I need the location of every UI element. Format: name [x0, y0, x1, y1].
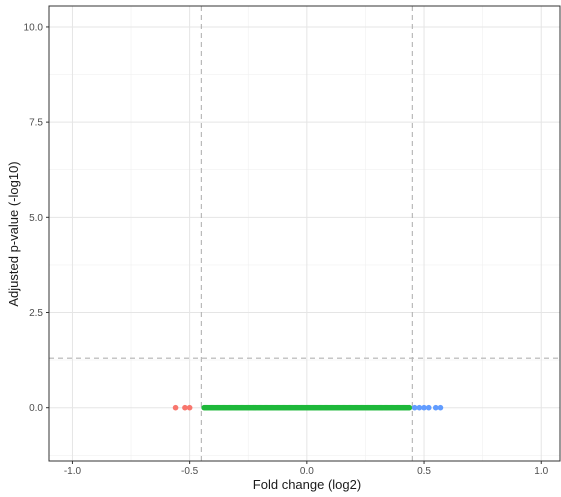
y-tick-label: 0.0	[29, 403, 43, 414]
x-tick-label: 0.0	[300, 466, 314, 477]
data-points	[172, 404, 444, 411]
panel-border	[48, 5, 561, 462]
x-axis-ticks: -1.0 -0.5 0.0 0.5 1.0	[64, 461, 549, 477]
x-tick-label: -1.0	[64, 466, 82, 477]
x-tick-label: 0.5	[417, 466, 431, 477]
y-tick-label: 10.0	[24, 22, 44, 33]
minor-gridlines	[49, 6, 560, 461]
data-point	[172, 404, 179, 411]
threshold-lines	[49, 6, 560, 461]
y-tick-label: 5.0	[29, 213, 43, 224]
data-point	[432, 404, 439, 411]
data-point	[416, 404, 423, 411]
y-tick-label: 7.5	[29, 118, 43, 129]
x-tick-label: 1.0	[534, 466, 548, 477]
y-axis-title: Adjusted p-value (-log10)	[6, 161, 21, 306]
data-point	[421, 404, 427, 411]
data-point	[186, 404, 193, 411]
data-point	[437, 404, 444, 411]
data-point	[182, 404, 188, 411]
y-axis-ticks: 0.0 2.5 5.0 7.5 10.0	[24, 22, 49, 414]
panel-background	[49, 6, 560, 461]
x-tick-label: -0.5	[181, 466, 199, 477]
data-point	[425, 404, 432, 411]
x-axis-title: Fold change (log2)	[253, 477, 361, 492]
data-point	[411, 404, 418, 411]
y-tick-label: 2.5	[29, 308, 43, 319]
data-point	[406, 404, 413, 411]
